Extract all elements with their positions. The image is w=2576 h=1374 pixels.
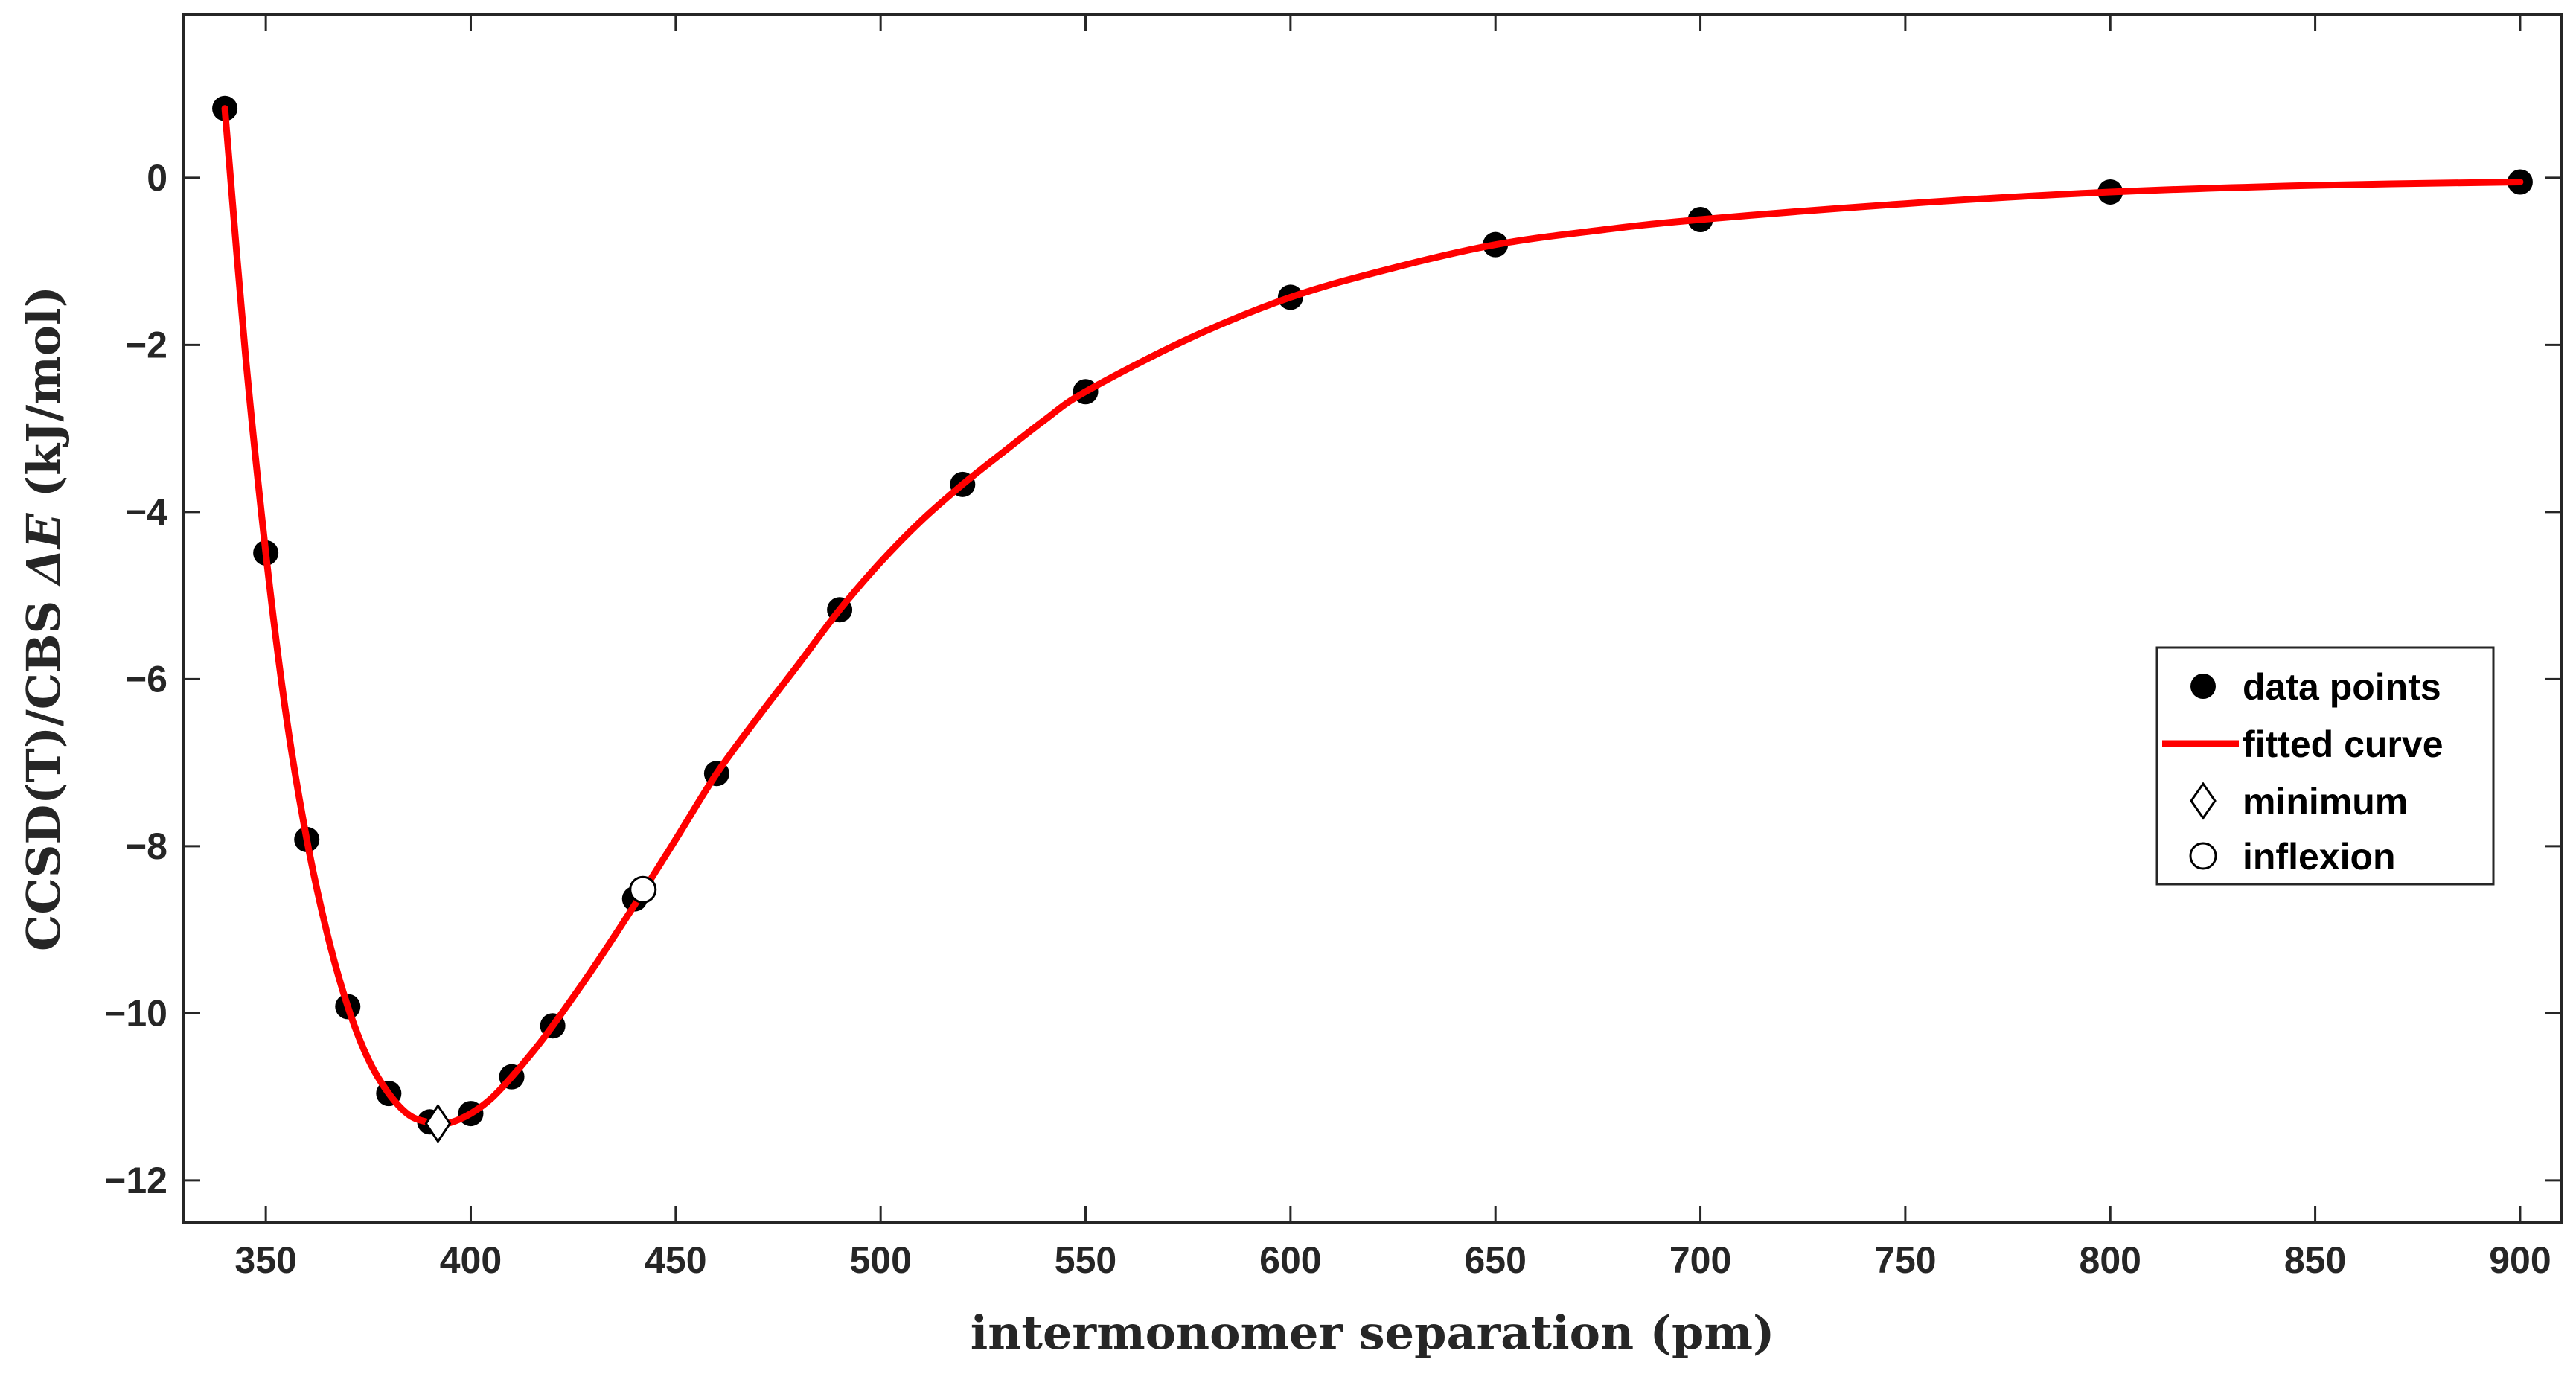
y-axis-label: CCSD(T)/CBS ΔE (kJ/mol) xyxy=(16,286,71,951)
plot-frame xyxy=(182,13,2563,1224)
y-axis-label-suffix: (kJ/mol) xyxy=(16,286,71,514)
x-tick-label-700: 700 xyxy=(1669,1239,1731,1281)
y-tick-label-5: −10 xyxy=(104,992,167,1034)
x-tick-label-800: 800 xyxy=(2080,1239,2141,1281)
x-tick-label-750: 750 xyxy=(1874,1239,1936,1281)
legend: data points fitted curve minimum inflexi… xyxy=(2155,646,2495,886)
fitted-curve-line xyxy=(221,105,2524,1128)
y-tick-label-0: 0 xyxy=(147,157,167,199)
x-tick-label-850: 850 xyxy=(2284,1239,2346,1281)
legend-label-fitted-curve: fitted curve xyxy=(2243,723,2444,765)
legend-marker-minimum xyxy=(2190,782,2217,820)
legend-marker-data-points xyxy=(2190,674,2216,699)
special-markers xyxy=(424,875,657,1144)
x-tick-label-450: 450 xyxy=(645,1239,706,1281)
plot-background xyxy=(184,15,2561,1222)
y-axis-label-prefix: CCSD(T)/CBS xyxy=(16,584,71,951)
y-tick-label-1: −2 xyxy=(125,324,167,365)
y-tick-label-3: −6 xyxy=(125,658,167,700)
x-axis-label: intermonomer separation (pm) xyxy=(971,1306,1775,1360)
y-axis-label-symbol: ΔE xyxy=(16,513,71,587)
x-tick-label-400: 400 xyxy=(440,1239,502,1281)
x-tick-label-500: 500 xyxy=(849,1239,911,1281)
legend-label-minimum: minimum xyxy=(2243,781,2408,822)
inflexion-marker xyxy=(629,875,657,904)
curve-layer xyxy=(221,105,2524,1128)
x-tick-label-350: 350 xyxy=(234,1239,296,1281)
legend-label-data-points: data points xyxy=(2243,666,2441,708)
x-tick-label-650: 650 xyxy=(1464,1239,1526,1281)
y-tick-label-2: −4 xyxy=(125,491,167,533)
legend-marker-inflexion xyxy=(2189,842,2217,870)
tick-labels-group: 350 400 450 500 550 600 650 700 750 800 850 900 0 −2 −… xyxy=(104,157,2551,1281)
y-tick-label-4: −8 xyxy=(125,825,167,867)
minimum-marker xyxy=(424,1103,452,1144)
x-tick-label-900: 900 xyxy=(2489,1239,2551,1281)
legend-label-inflexion: inflexion xyxy=(2243,836,2396,878)
x-tick-label-550: 550 xyxy=(1055,1239,1116,1281)
ticks-group xyxy=(184,15,2561,1222)
plot-area xyxy=(184,15,2561,1222)
x-tick-label-600: 600 xyxy=(1259,1239,1321,1281)
y-tick-label-6: −12 xyxy=(104,1160,167,1201)
